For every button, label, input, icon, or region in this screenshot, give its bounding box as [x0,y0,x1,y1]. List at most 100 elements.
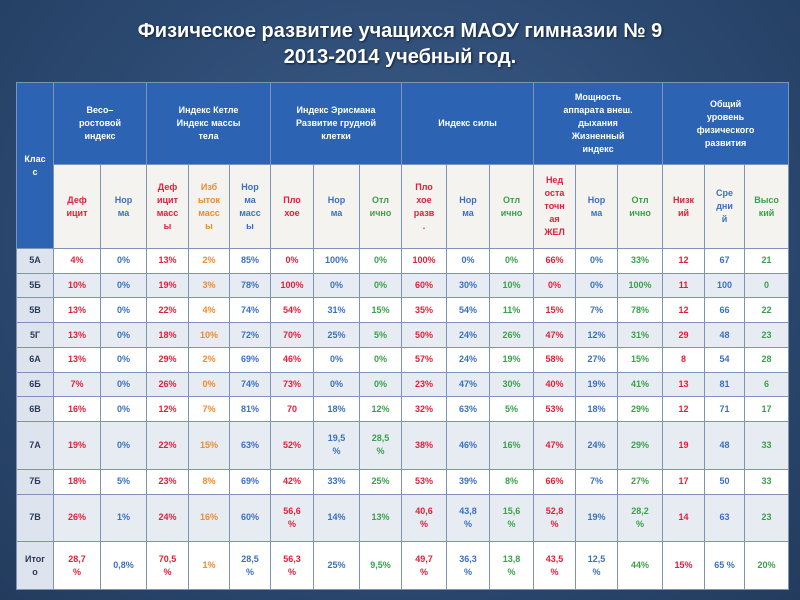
table-cell: 0,8% [100,541,147,590]
table-cell: 74% [228,371,272,398]
table-row: 7Б 18% 5% 23% 8% 69% 42% 33% 25% 53% 39% 8% 66% 7% 27%… [16,468,790,495]
header-group: Индекс Кетле Индекс массы тела [145,82,272,165]
table-cell: 0% [359,371,403,398]
table-cell: 0% [270,248,315,274]
subheader: Нор ма [575,164,619,249]
table-cell: 25% [313,541,361,590]
table-cell: 100% [401,248,448,274]
table-cell: 0% [100,297,147,324]
table-cell: 10% [489,272,535,299]
table-cell: 12,5% [575,541,619,590]
table-cell: 73% [270,371,315,398]
table-cell: 46% [270,346,315,373]
table-cell: 66% [533,468,577,495]
subheader: Отл ично [617,164,664,249]
table-cell: 24% [575,421,619,470]
subheader: Отл ично [359,164,403,249]
table-cell: 33% [617,248,664,274]
table-cell: 13,8% [489,541,535,590]
table-cell: 20% [744,541,790,590]
table-cell: 16% [53,396,101,423]
table-cell: 16% [489,421,535,470]
table-cell: 24% [446,346,491,373]
table-cell: 22% [146,297,189,324]
table-cell: 47% [533,421,577,470]
table-cell: 72% [228,322,272,348]
table-cell: 52,8% [533,493,577,543]
table-cell: 9,5% [359,541,403,590]
table-cell: 15% [359,297,403,324]
table-cell: 81% [228,396,272,423]
table-cell: 2% [188,248,230,274]
table-cell: 100% [617,272,664,299]
table-cell: 12% [146,396,189,423]
class-name: 5Б [16,272,54,299]
table-cell: 28,7% [53,541,101,590]
title-line-2: 2013-2014 учебный год. [283,46,517,68]
table-cell: 0% [359,272,403,299]
header-group: Общий уровень физического развития [662,82,790,165]
table-cell: 12% [359,396,403,423]
table-row: 6Б 7% 0% 26% 0% 74% 73% 0% 0% 23% 47% 30% 40% 19% 41% 1… [16,371,790,398]
table-cell: 0% [100,248,147,274]
table-cell: 23 [744,322,790,348]
table-cell: 48 [704,322,746,348]
table-cell: 28,5% [228,541,272,590]
table-cell: 7% [188,396,230,423]
table-cell: 0% [359,248,403,274]
table-cell: 100% [313,248,361,274]
table-cell: 30% [446,272,491,299]
table-cell: 27% [575,346,619,373]
table-cell: 0% [100,396,147,423]
table-cell: 0% [359,346,403,373]
table-cell: 65 % [704,541,746,590]
table-cell: 13% [146,248,189,274]
table-cell: 31% [313,297,361,324]
class-name: 7Б [16,468,54,495]
table-cell: 11% [489,297,535,324]
header-class: Клас с [16,82,54,249]
table-cell: 40,6% [401,493,448,543]
subheader: Нор ма [313,164,361,249]
table-cell: 63% [228,421,272,470]
table-cell: 46% [446,421,491,470]
table-cell: 11 [662,272,706,299]
subheader: Нор ма [446,164,491,249]
table-cell: 10% [188,322,230,348]
table-cell: 0% [100,421,147,470]
table-cell: 47% [446,371,491,398]
table-cell: 69% [228,468,272,495]
subheader: Нед оста точн ая ЖЕЛ [533,164,577,249]
table-cell: 1% [100,493,147,543]
subheader: Пло хое [270,164,315,249]
header-group: Индекс Эрисмана Развитие грудной клетки [270,82,403,165]
table-cell: 24% [146,493,189,543]
table-cell: 23% [401,371,448,398]
table-cell: 0% [100,322,147,348]
table-cell: 25% [313,322,361,348]
subheader: Сре дни й [704,164,746,249]
subheader: Деф ицит масс ы [146,164,189,249]
table-cell: 50 [704,468,746,495]
table-cell: 8% [489,468,535,495]
table-cell: 33% [313,468,361,495]
table-cell: 54 [704,346,746,373]
table-cell: 0% [100,371,147,398]
table-row: 5Г 13% 0% 18% 10% 72% 70% 25% 5% 50% 24% 26% 47% 12% 3… [16,322,790,348]
subheader: Нор ма [100,164,147,249]
table-cell: 41% [617,371,664,398]
table-cell: 2% [188,346,230,373]
table-cell: 12% [575,322,619,348]
table-cell: 26% [489,322,535,348]
table-cell: 60% [228,493,272,543]
table-cell: 100 [704,272,746,299]
table-cell: 78% [617,297,664,324]
table-cell: 31% [617,322,664,348]
page-title: Физическое развитие учащихся МАОУ гимназ… [0,18,800,70]
table-cell: 85% [228,248,272,274]
table-cell: 23 [744,493,790,543]
table-cell: 24% [446,322,491,348]
table-cell: 18% [313,396,361,423]
table-row: 5Б 10% 0% 19% 3% 78% 100% 0% 0% 60% 30% 10% 0% 0% 100%… [16,272,790,299]
table-cell: 17 [744,396,790,423]
